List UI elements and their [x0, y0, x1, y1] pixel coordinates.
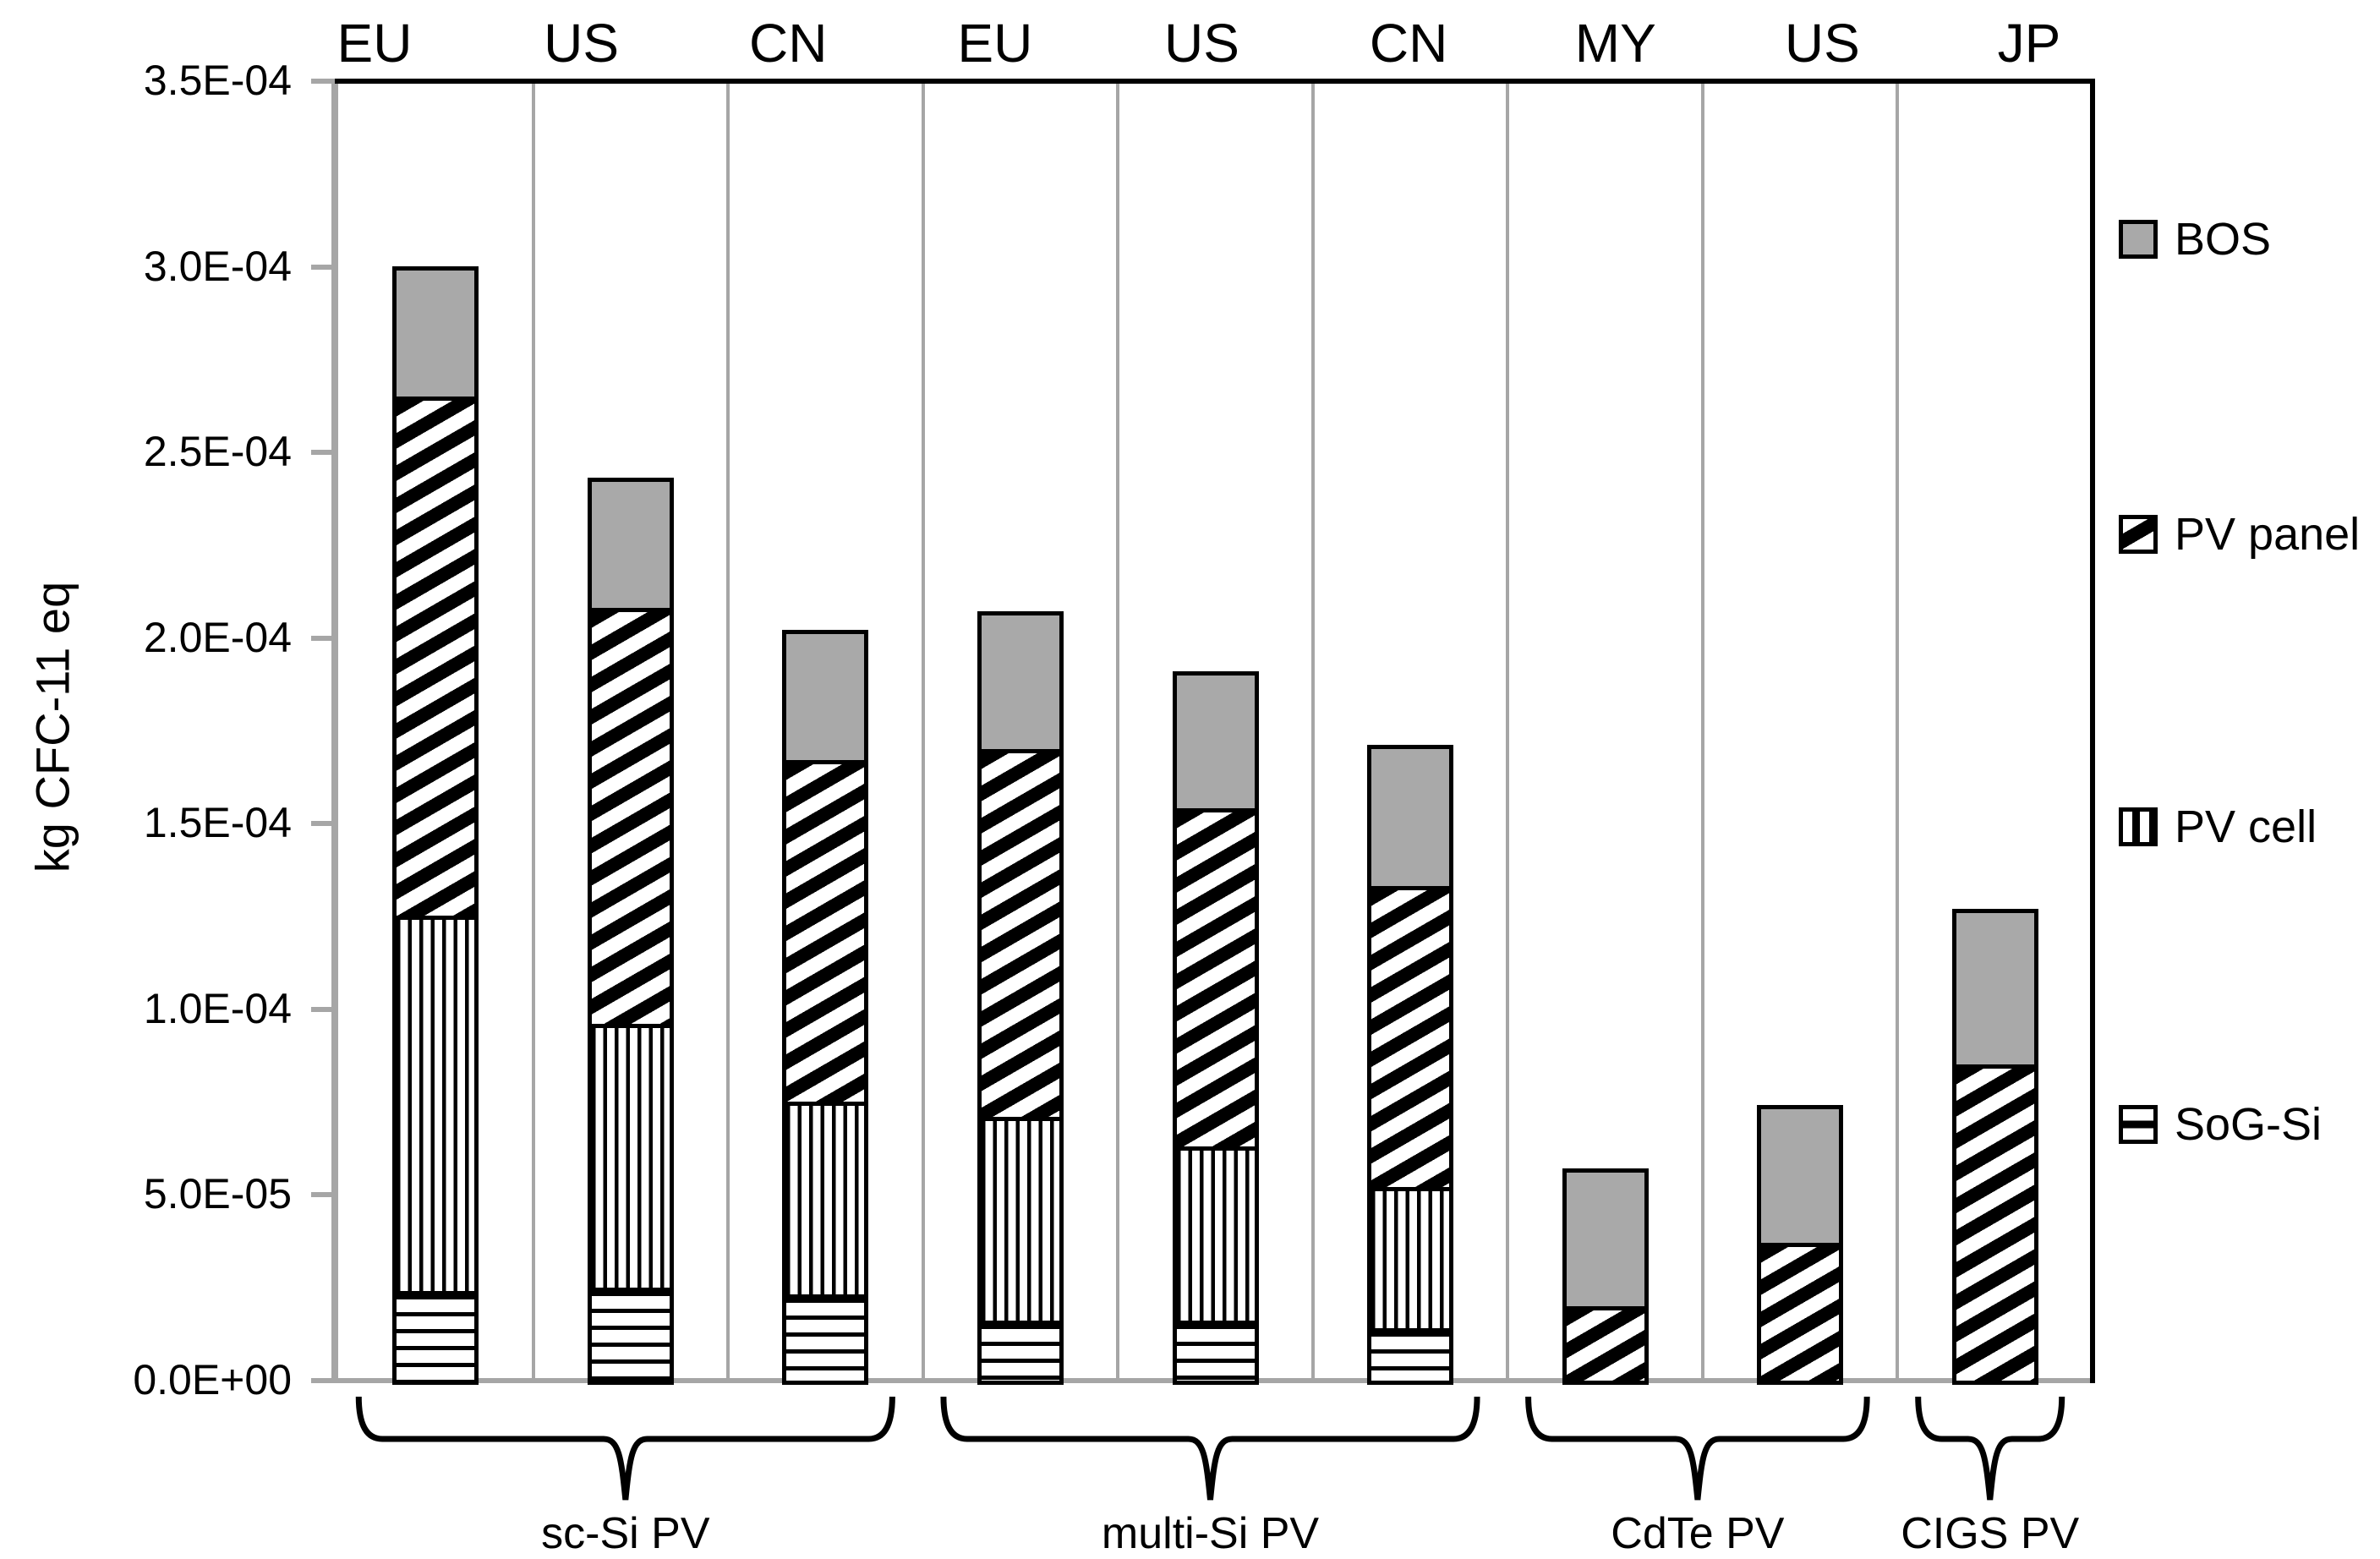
y-tick-label: 3.0E-04: [143, 242, 292, 290]
column-separator: [1116, 84, 1120, 1378]
bar-cdte-pv-my: [1562, 1168, 1649, 1385]
bar-segment-pv-panel: [1761, 1246, 1840, 1381]
bar-segment-pv-panel: [1566, 1310, 1644, 1381]
bar-segment-bos: [1566, 1173, 1644, 1310]
bar-segment-pv-panel: [1956, 1069, 2034, 1381]
legend-swatch-sog-si: [2119, 1105, 2158, 1144]
bar-segment-pv-panel: [1371, 890, 1450, 1192]
bar-segment-pv-panel: [1176, 812, 1255, 1151]
region-label-us: US: [544, 13, 620, 74]
group-brace-cigs-pv: [1915, 1396, 2065, 1501]
y-axis-line: [331, 79, 338, 1383]
y-axis-title: kg CFC-11 eq: [25, 581, 79, 873]
bar-segment-bos: [591, 482, 670, 612]
bar-segment-sog-si: [981, 1325, 1059, 1381]
bar-segment-bos: [1371, 749, 1450, 891]
bar-segment-sog-si: [786, 1299, 865, 1381]
y-tick-mark: [311, 264, 335, 270]
bar-segment-pv-cell: [1371, 1191, 1450, 1332]
y-tick-mark: [311, 450, 335, 456]
region-label-cn: CN: [1369, 13, 1448, 74]
y-tick-label: 2.0E-04: [143, 613, 292, 661]
legend-swatch-pv-panel: [2119, 515, 2158, 554]
bar-segment-sog-si: [1176, 1325, 1255, 1381]
bar-multi-si-pv-us: [1172, 670, 1259, 1385]
legend-item-pv-cell: PV cell: [2119, 801, 2317, 853]
bar-segment-bos: [1956, 912, 2034, 1069]
bar-segment-pv-cell: [397, 920, 475, 1295]
bar-segment-pv-cell: [786, 1106, 865, 1299]
legend-item-pv-panel: PV panel: [2119, 508, 2360, 561]
bar-multi-si-pv-cn: [1367, 745, 1454, 1385]
region-label-eu: EU: [336, 13, 413, 74]
bar-sc-si-pv-us: [587, 478, 674, 1385]
legend-label-pv-panel: PV panel: [2175, 509, 2361, 560]
region-label-cn: CN: [749, 13, 828, 74]
bar-sc-si-pv-eu: [392, 265, 479, 1385]
group-brace-cdte-pv: [1525, 1396, 1870, 1501]
column-separator: [1506, 84, 1510, 1378]
y-tick-label: 0.0E+00: [133, 1355, 292, 1403]
legend-item-sog-si: SoG-Si: [2119, 1098, 2322, 1151]
y-tick-mark: [311, 1006, 335, 1012]
bar-segment-pv-cell: [1176, 1150, 1255, 1326]
bar-cdte-pv-us: [1757, 1105, 1844, 1385]
group-brace-sc-si-pv: [355, 1396, 895, 1501]
column-separator: [726, 84, 730, 1378]
bar-segment-pv-cell: [591, 1027, 670, 1292]
bar-segment-sog-si: [591, 1291, 670, 1381]
column-separator: [531, 84, 535, 1378]
bar-segment-bos: [397, 270, 475, 401]
y-tick-mark: [311, 1192, 335, 1198]
column-separator: [1700, 84, 1704, 1378]
plot-top-border: [331, 79, 2095, 84]
bar-segment-pv-panel: [786, 764, 865, 1106]
group-label-multi-si-pv: multi-Si PV: [1101, 1509, 1320, 1558]
legend-label-bos: BOS: [2175, 214, 2272, 265]
bar-segment-pv-panel: [981, 752, 1059, 1121]
bar-segment-pv-panel: [591, 611, 670, 1028]
region-label-jp: JP: [1997, 13, 2061, 74]
region-label-eu: EU: [957, 13, 1033, 74]
bar-segment-bos: [786, 634, 865, 764]
group-label-sc-si-pv: sc-Si PV: [541, 1509, 710, 1558]
legend-item-bos: BOS: [2119, 213, 2271, 265]
column-separator: [1310, 84, 1315, 1378]
legend-swatch-pv-cell: [2119, 807, 2158, 846]
bar-segment-sog-si: [397, 1294, 475, 1381]
group-label-cdte-pv: CdTe PV: [1611, 1509, 1785, 1558]
bar-segment-pv-panel: [397, 400, 475, 921]
y-tick-mark: [311, 821, 335, 827]
y-tick-label: 2.5E-04: [143, 427, 292, 475]
y-tick-label: 5.0E-05: [143, 1170, 292, 1218]
legend-label-pv-cell: PV cell: [2175, 801, 2317, 852]
bar-segment-bos: [1761, 1109, 1840, 1247]
column-separator: [1896, 84, 1900, 1378]
legend-swatch-bos: [2119, 220, 2158, 259]
group-label-cigs-pv: CIGS PV: [1901, 1509, 2080, 1558]
region-label-us: US: [1784, 13, 1860, 74]
y-tick-label: 3.5E-04: [143, 56, 292, 104]
y-tick-mark: [311, 635, 335, 641]
bar-multi-si-pv-eu: [977, 611, 1064, 1385]
region-label-my: MY: [1574, 13, 1656, 74]
y-tick-mark: [311, 79, 335, 84]
column-separator: [921, 84, 925, 1378]
y-tick-label: 1.0E-04: [143, 984, 292, 1032]
y-tick-mark: [311, 1378, 335, 1383]
group-brace-multi-si-pv: [940, 1396, 1480, 1501]
y-tick-label: 1.5E-04: [143, 799, 292, 847]
bar-cigs-pv-jp: [1951, 908, 2038, 1385]
bar-segment-sog-si: [1371, 1332, 1450, 1381]
bar-sc-si-pv-cn: [782, 630, 869, 1385]
legend-label-sog-si: SoG-Si: [2175, 1099, 2323, 1150]
region-label-us: US: [1164, 13, 1239, 74]
plot-right-border: [2090, 79, 2095, 1383]
bar-segment-bos: [1176, 675, 1255, 813]
bar-segment-pv-cell: [981, 1120, 1059, 1326]
bar-segment-bos: [981, 615, 1059, 753]
